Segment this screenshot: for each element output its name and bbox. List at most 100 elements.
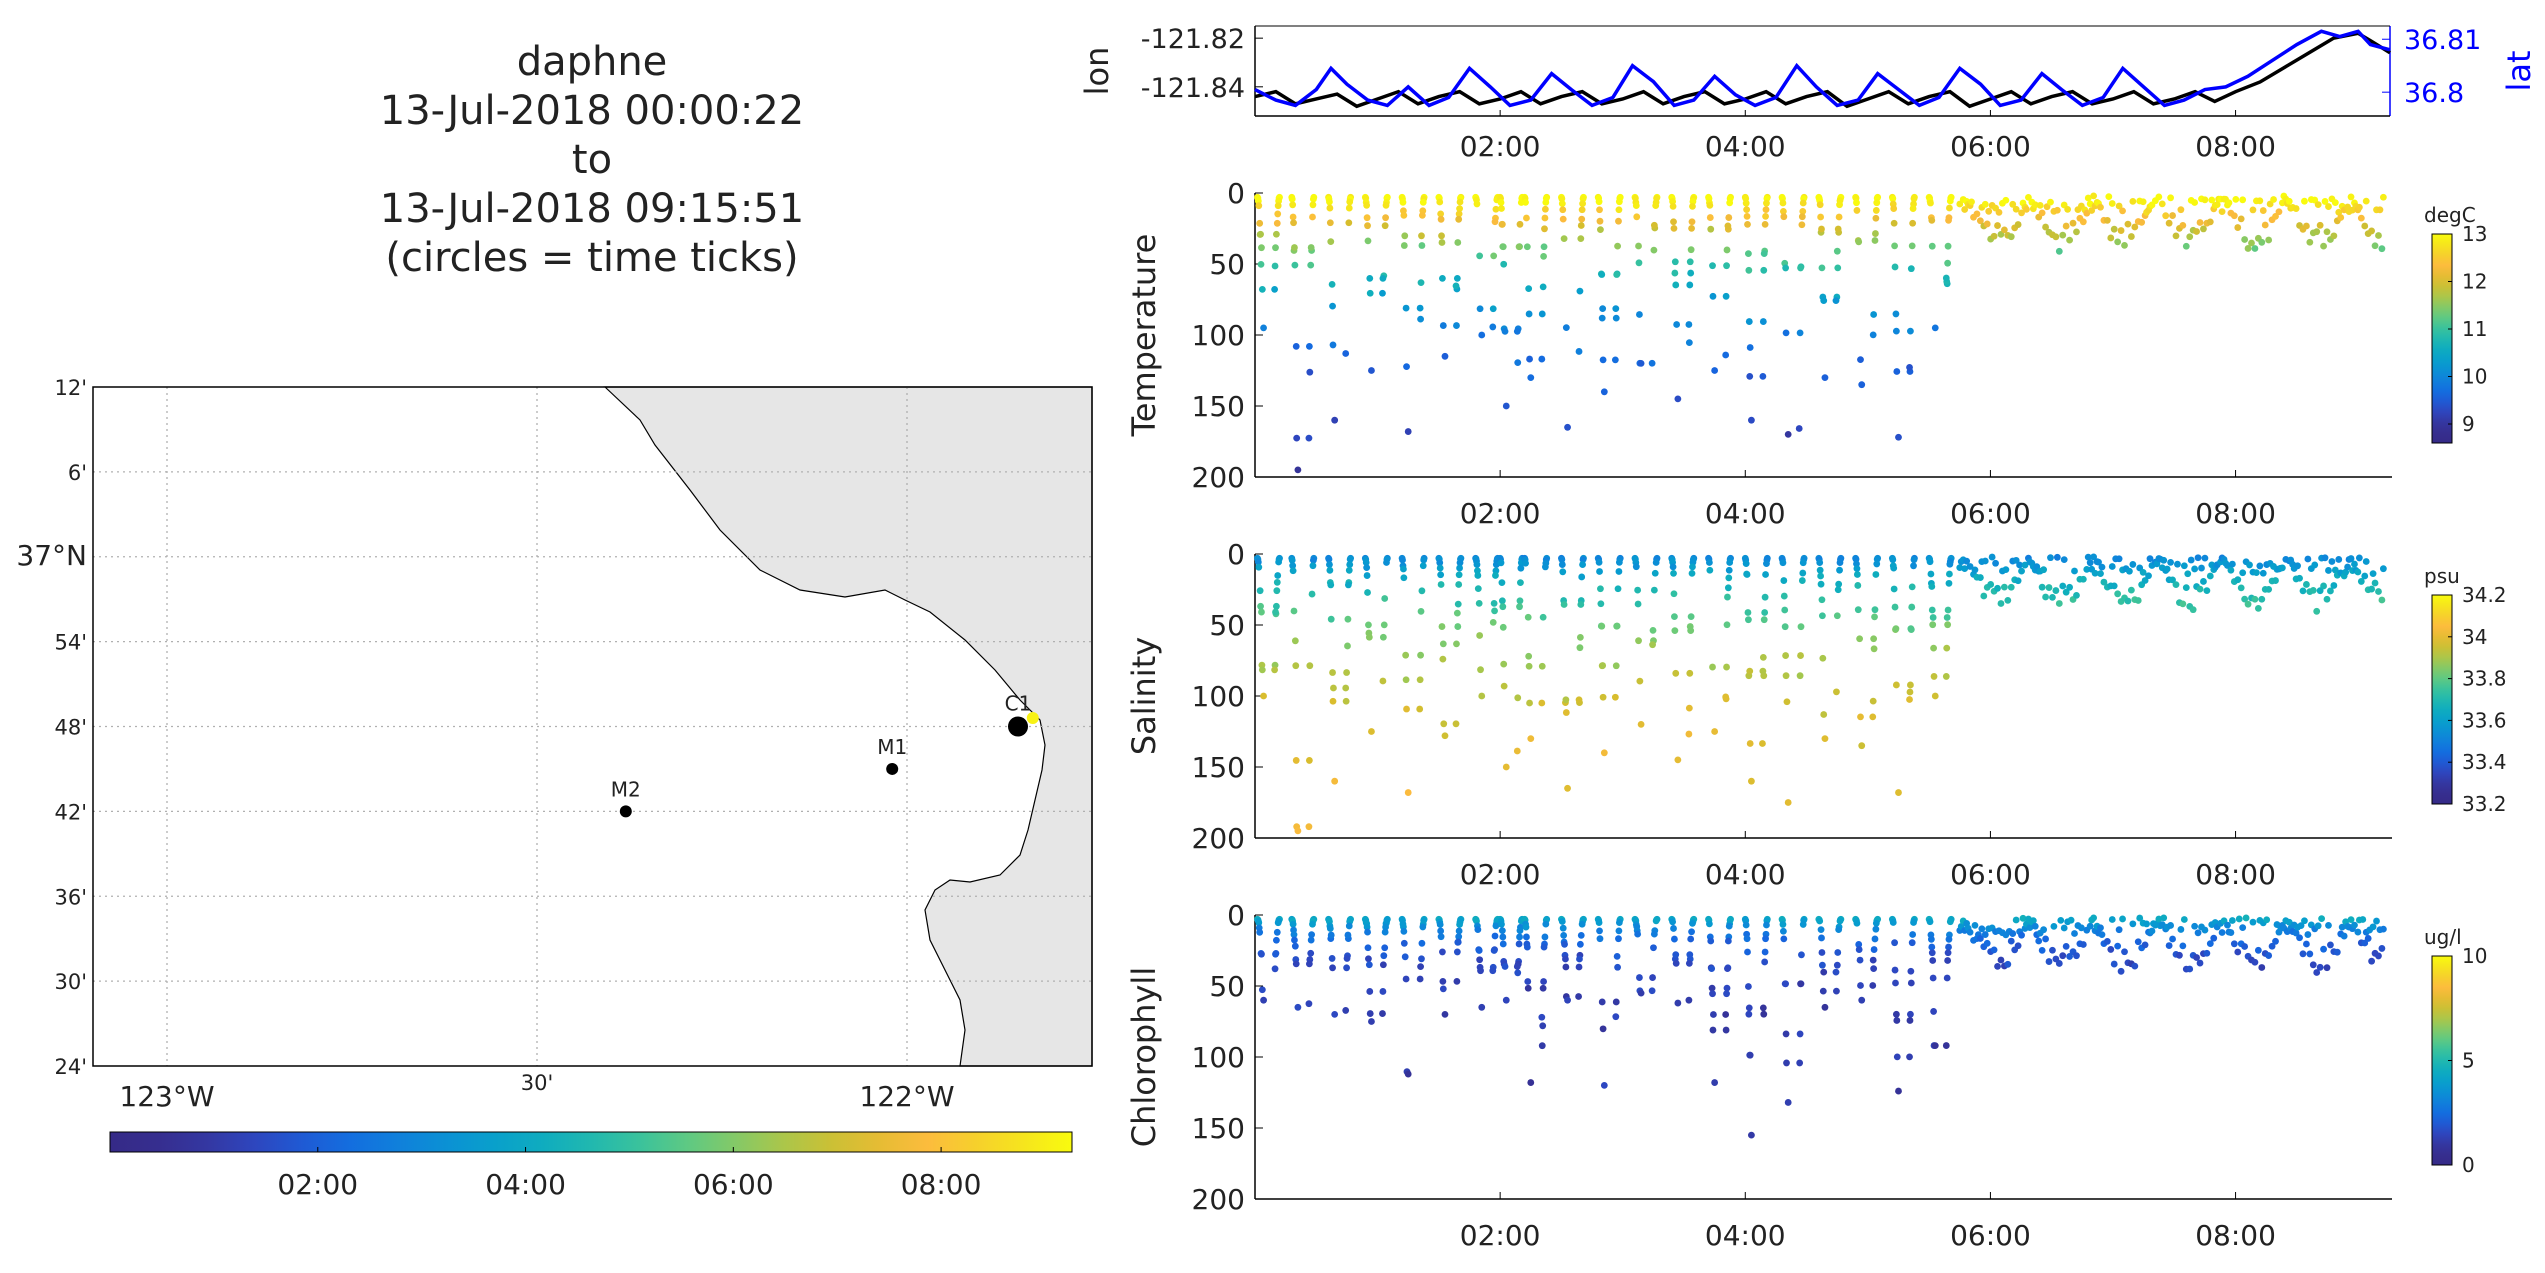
time-colorbar-tick-label: 02:00 — [277, 1168, 358, 1201]
profile-point — [1784, 799, 1792, 806]
profile-point — [2272, 577, 2279, 584]
profile-point — [1527, 374, 1535, 381]
profile-point — [1798, 213, 1806, 221]
profile-point — [2174, 560, 2181, 568]
profile-point — [1540, 243, 1548, 251]
profile-point — [2347, 555, 2355, 562]
map-lon-tick-label: 122°W — [859, 1080, 954, 1113]
profile-point — [1893, 1017, 1901, 1024]
profile-point — [1725, 214, 1733, 221]
profile-point — [1326, 566, 1334, 574]
profile-point — [1383, 559, 1390, 566]
profile-point — [1636, 677, 1644, 685]
profile-point — [1489, 323, 1497, 331]
profile-point — [1745, 318, 1753, 325]
profile-point — [1564, 996, 1571, 1004]
profile-point — [1455, 210, 1463, 218]
profile-point — [1273, 578, 1281, 586]
profile-point — [1418, 955, 1425, 963]
profile-point — [1724, 222, 1732, 230]
profile-point — [1891, 966, 1899, 974]
profile-point — [1906, 688, 1914, 696]
profile-point — [1453, 948, 1461, 956]
depth-tick-label: 0 — [1227, 538, 1245, 571]
profile-point — [1614, 585, 1622, 593]
profile-point — [1836, 566, 1843, 574]
profile-point — [2227, 566, 2235, 574]
profile-point — [1708, 984, 1716, 992]
profile-point — [1834, 949, 1842, 956]
profile-point — [1907, 1010, 1914, 1018]
profile-point — [1687, 935, 1695, 943]
profile-point — [1364, 928, 1371, 936]
profile-point — [1501, 963, 1509, 970]
title-line-4: 13-Jul-2018 09:15:51 — [380, 186, 804, 232]
profile-point — [1288, 556, 1296, 564]
profile-point — [1782, 329, 1790, 337]
profile-point — [2228, 560, 2236, 568]
profile-point — [2021, 561, 2029, 569]
profile-point — [1895, 433, 1902, 441]
profile-point — [1258, 608, 1265, 616]
profile-point — [1329, 964, 1336, 972]
depth-tick-label: 0 — [1227, 177, 1245, 210]
profile-point — [2361, 572, 2369, 580]
profile-point — [1558, 556, 1566, 563]
profile-point — [1498, 220, 1506, 228]
profile-point — [1725, 574, 1733, 582]
profile-point — [2213, 201, 2221, 209]
profile-point — [1381, 928, 1389, 936]
profile-point — [1327, 238, 1335, 246]
profile-point — [2325, 921, 2332, 929]
profile-point — [2165, 219, 2173, 227]
profile-point — [1706, 920, 1713, 928]
profile-point — [1256, 928, 1264, 936]
profile-point — [1454, 938, 1462, 946]
profile-point — [2313, 969, 2321, 976]
colorbar-tick-label: 33.4 — [2462, 750, 2507, 774]
profile-point — [1382, 201, 1390, 209]
profile-point — [2141, 941, 2149, 949]
profile-point — [1522, 198, 1529, 206]
profile-point — [1892, 625, 1900, 633]
profile-point — [1761, 948, 1769, 956]
profile-point — [1707, 937, 1715, 945]
profile-point — [2357, 578, 2365, 585]
profile-point — [1891, 242, 1898, 250]
profile-point — [1497, 199, 1505, 206]
profile-point — [2047, 554, 2054, 562]
profile-point — [1439, 948, 1446, 956]
profile-point — [1871, 935, 1879, 943]
profile-point — [1722, 292, 1730, 300]
profile-point — [1490, 947, 1498, 954]
profile-point — [2359, 916, 2367, 923]
profile-point — [1346, 561, 1354, 568]
profile-point — [1260, 692, 1267, 700]
profile-point — [1576, 644, 1584, 652]
profile-point — [2196, 219, 2204, 226]
profile-point — [1599, 662, 1607, 669]
profile-point — [1688, 218, 1696, 226]
profile-point — [2009, 200, 2017, 208]
profile-point — [1689, 919, 1696, 927]
profile-point — [2272, 937, 2279, 945]
profile-point — [2378, 245, 2386, 253]
profile-point — [1291, 261, 1299, 269]
profile-point — [1439, 322, 1447, 329]
profile-point — [2073, 591, 2080, 599]
profile-point — [1439, 977, 1447, 985]
profile-point — [2234, 224, 2242, 231]
profile-point — [1403, 363, 1410, 371]
profile-point — [1798, 221, 1806, 229]
profile-point — [1797, 980, 1804, 988]
profile-point — [1515, 243, 1523, 251]
profile-point — [2249, 918, 2257, 926]
profile-point — [1927, 570, 1935, 578]
profile-point — [1612, 998, 1620, 1006]
time-colorbar-tick-label: 08:00 — [901, 1168, 982, 1201]
profile-point — [1596, 935, 1604, 943]
profile-point — [1706, 202, 1714, 209]
profile-point — [2327, 941, 2334, 949]
profile-point — [1997, 600, 2005, 607]
